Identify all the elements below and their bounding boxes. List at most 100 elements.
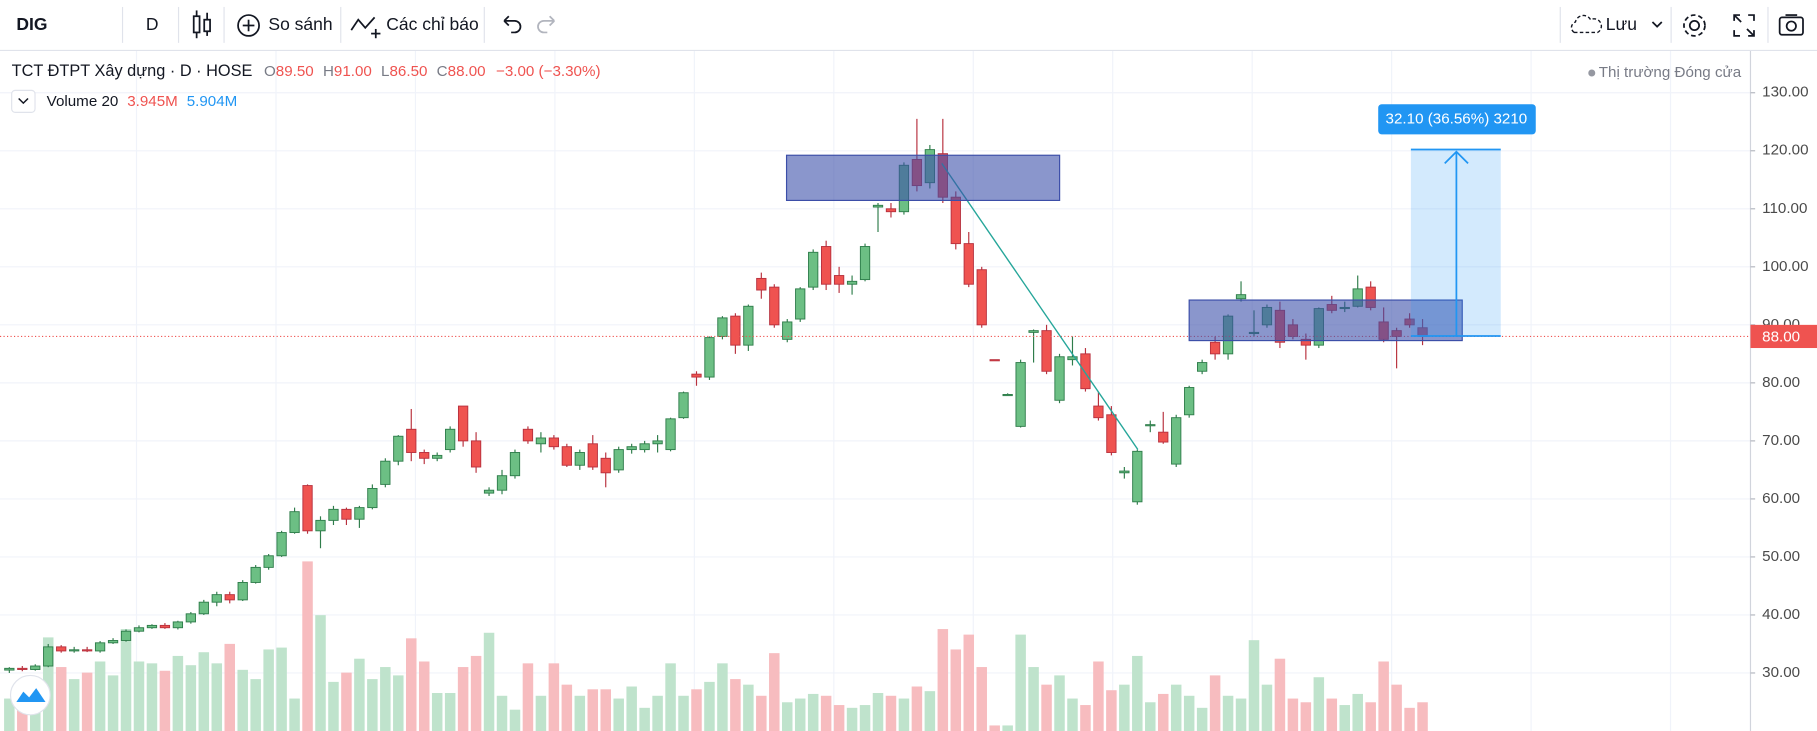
volume-bar <box>1261 684 1273 731</box>
trend-line <box>941 162 1139 450</box>
candle-body <box>1209 341 1221 355</box>
rectangle-drawing <box>785 154 1061 201</box>
volume-legend: Volume 20 3.945M 5.904M <box>47 93 238 110</box>
candle-body <box>833 275 845 285</box>
candle-body <box>652 440 663 445</box>
candle-body <box>1158 431 1169 443</box>
candle-body <box>950 196 961 245</box>
candle-body <box>380 460 391 485</box>
candle-body <box>17 667 28 670</box>
y-tick-label: 80.00 <box>1762 374 1800 391</box>
volume-bar <box>613 698 624 731</box>
interval[interactable]: D <box>146 14 159 34</box>
redo[interactable] <box>537 15 555 34</box>
y-tick-label: 70.00 <box>1762 432 1800 449</box>
volume-bar <box>341 672 352 731</box>
candle-body <box>574 452 585 466</box>
candle-body <box>445 428 456 451</box>
volume-bar <box>68 679 80 731</box>
candle-body <box>289 511 300 534</box>
volume-bar <box>781 702 793 731</box>
fullscreen-icon[interactable] <box>1733 14 1755 37</box>
y-tick-label: 120.00 <box>1762 142 1808 159</box>
volume-bar <box>600 689 611 731</box>
candle-body <box>81 649 93 652</box>
candle-body <box>406 428 417 453</box>
volume-bar <box>263 649 274 731</box>
volume-bar <box>846 707 858 731</box>
logo-mark <box>16 688 46 703</box>
candle-body <box>509 452 521 477</box>
candle-body <box>872 204 884 208</box>
candle-body <box>315 519 326 532</box>
volume-bar <box>717 663 728 731</box>
candle-body <box>1067 356 1078 361</box>
volume-bar <box>470 655 482 731</box>
save-menu[interactable] <box>1651 21 1663 28</box>
candle-body <box>94 642 106 652</box>
settings-icon[interactable] <box>1683 14 1706 37</box>
candle-body <box>43 646 54 667</box>
volume-bar <box>1209 675 1221 731</box>
candle-body <box>250 566 261 583</box>
volume-bar <box>1339 705 1351 731</box>
save-button[interactable]: Lưu <box>1606 14 1637 34</box>
ohlc-value: 88.00 <box>448 63 486 80</box>
compare-button[interactable]: So sánh <box>268 14 332 34</box>
chart-type-icon[interactable] <box>192 10 211 39</box>
volume-bar <box>976 667 987 731</box>
volume-bar <box>1093 661 1104 731</box>
market-status: Thị trường Đóng cửa <box>1599 64 1742 81</box>
candle-body <box>56 646 67 652</box>
volume-bar <box>924 691 936 731</box>
price-axis-bg <box>1750 50 1817 731</box>
collapse-button[interactable] <box>11 89 36 113</box>
ohlc-value: 89.50 <box>276 63 314 80</box>
candle-body <box>561 446 572 466</box>
volume-bar <box>55 667 67 731</box>
candle-body <box>691 373 702 378</box>
candle-body <box>120 630 132 641</box>
volume-bar <box>1300 702 1312 731</box>
indicators-button[interactable]: Các chỉ báo <box>386 14 478 34</box>
volume-bar <box>859 705 871 731</box>
logo-circle <box>9 674 51 716</box>
toolbar: DIG D So sánh Các chỉ báo Lưu <box>0 0 1817 51</box>
cloud-icon[interactable] <box>1570 14 1603 34</box>
volume-bar <box>406 638 417 731</box>
candle-body <box>808 251 819 288</box>
volume-bar <box>898 698 910 731</box>
candle-body <box>600 457 611 474</box>
symbol[interactable]: DIG <box>16 14 47 34</box>
volume-bar <box>626 686 637 731</box>
candle-body <box>457 405 469 442</box>
volume-bar <box>730 679 741 731</box>
snapshot-icon[interactable] <box>1778 14 1804 36</box>
volume-bar <box>587 689 599 731</box>
last-price-box <box>1750 324 1817 349</box>
candle-body <box>1002 394 1013 397</box>
candle-body <box>276 532 287 557</box>
candle-body <box>211 594 222 603</box>
volume-bar <box>989 725 1000 731</box>
volume-pane <box>4 561 1428 731</box>
volume-bar <box>950 649 962 731</box>
candle-body <box>976 269 987 326</box>
measure-label: 32.10 (36.56%) 3210 <box>1386 110 1528 127</box>
volume-bar <box>885 695 897 731</box>
indicators-icon[interactable] <box>350 16 381 39</box>
volume-bar <box>120 629 132 731</box>
volume-bar <box>418 661 430 731</box>
volume-bar <box>1326 698 1338 731</box>
y-tick-label: 60.00 <box>1762 490 1800 507</box>
measure-arrowhead <box>1444 150 1469 164</box>
volume-title: Volume 20 <box>47 93 119 110</box>
volume-bar <box>1015 634 1026 731</box>
volume-bar <box>42 637 54 731</box>
logo[interactable] <box>9 674 51 716</box>
volume-bar <box>872 693 884 731</box>
undo[interactable] <box>503 15 522 34</box>
compare-icon[interactable] <box>237 14 260 37</box>
candle-body <box>859 246 871 281</box>
